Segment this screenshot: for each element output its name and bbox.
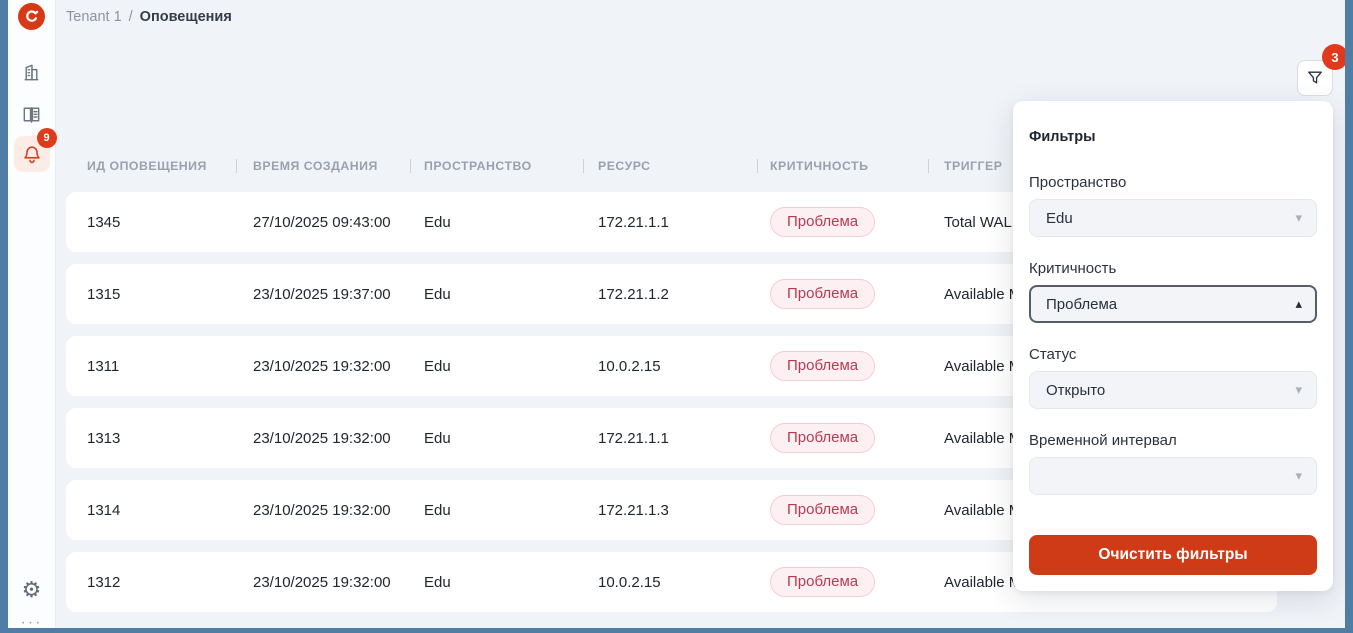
alert-resource: 172.21.1.2 [598,285,669,303]
book-icon [23,106,40,123]
chevron-down-icon: ▾ [1295,468,1302,483]
filter-label-time-interval: Временной интервал [1029,432,1177,449]
chevron-down-icon: ▾ [1295,210,1302,225]
page-title: Оповещения [139,9,232,25]
alert-trigger: Available M [944,573,1022,591]
alert-created: 27/10/2025 09:43:00 [253,213,391,231]
sidebar-item-docs[interactable] [14,96,50,132]
sidebar-item-alerts[interactable]: 9 [13,128,57,172]
column-header-resource: Ресурс [583,159,757,173]
alert-resource: 172.21.1.1 [598,429,669,447]
alert-created: 23/10/2025 19:37:00 [253,285,391,303]
alert-space: Edu [424,357,451,375]
alert-created: 23/10/2025 19:32:00 [253,429,391,447]
sidebar: 9 ⚙ ··· [8,0,57,629]
alert-resource: 172.21.1.1 [598,213,669,231]
severity-badge: Проблема [770,495,876,525]
alert-space: Edu [424,285,451,303]
severity-select-value: Проблема [1046,295,1118,313]
severity-badge: Проблема [770,423,876,453]
clear-filters-button[interactable]: Очистить фильтры [1029,535,1317,575]
filter-label-status: Статус [1029,346,1077,363]
severity-badge: Проблема [770,351,876,381]
alert-trigger: Total WAL [944,213,1012,231]
alerts-count-badge: 9 [36,128,57,148]
chevron-down-icon: ▾ [1295,382,1302,397]
space-select-value: Edu [1046,209,1073,227]
breadcrumb-tenant[interactable]: Tenant 1 [66,9,122,25]
filters-panel-title: Фильтры [1029,129,1096,145]
severity-badge: Проблема [770,207,876,237]
building-icon [24,64,39,80]
alert-trigger: Available M [944,357,1022,375]
alert-space: Edu [424,501,451,519]
gear-icon: ⚙ [21,577,42,602]
filters-panel: Фильтры Пространство Edu ▾ Критичность П… [1013,101,1333,591]
alert-resource: 10.0.2.15 [598,573,661,591]
column-header-space: Пространство [410,159,583,173]
filter-label-severity: Критичность [1029,260,1117,277]
alert-id: 1315 [87,285,121,303]
chevron-up-icon: ▴ [1295,296,1302,311]
alert-created: 23/10/2025 19:32:00 [253,357,391,375]
severity-select[interactable]: Проблема ▴ [1029,285,1317,323]
breadcrumb: Tenant 1 / Оповещения [66,9,232,25]
breadcrumb-separator: / [128,9,133,25]
filter-label-space: Пространство [1029,174,1127,191]
bell-icon [23,146,40,164]
time-interval-select[interactable]: ▾ [1029,457,1317,495]
alert-id: 1311 [87,357,120,375]
logo-glyph-icon [26,10,39,22]
alert-space: Edu [424,213,451,231]
space-select[interactable]: Edu ▾ [1029,199,1317,237]
alert-trigger: Available M [944,501,1022,519]
alert-space: Edu [424,573,451,591]
severity-badge: Проблема [770,279,876,309]
column-header-trigger: Триггер [928,159,1277,173]
alert-created: 23/10/2025 19:32:00 [253,501,391,519]
column-header-created: Время создания [236,159,410,173]
funnel-icon [1308,71,1322,84]
alert-id: 1345 [87,213,121,231]
alert-resource: 10.0.2.15 [598,357,661,375]
alert-id: 1312 [87,573,121,591]
sidebar-item-organization[interactable] [14,54,50,90]
alert-created: 23/10/2025 19:32:00 [253,573,391,591]
alert-trigger: Available M [944,429,1022,447]
overflow-menu-icon[interactable]: ··· [20,614,43,629]
column-header-alert-id: ИД оповещения [87,159,207,173]
alert-id: 1314 [87,501,121,519]
table-header: ИД оповещения Время создания Пространств… [66,155,1277,177]
column-header-severity: Критичность [757,159,928,173]
alert-trigger: Available M [944,285,1022,303]
app-logo-icon[interactable] [18,3,45,30]
active-filters-badge: 3 [1322,44,1345,70]
alert-space: Edu [424,429,451,447]
alert-resource: 172.21.1.3 [598,501,669,519]
status-select-value: Открыто [1046,381,1106,399]
sidebar-item-settings[interactable]: ⚙ [14,572,50,608]
alert-id: 1313 [87,429,121,447]
app-window: 9 ⚙ ··· Tenant 1 / Оповещения 3 ИД опове… [8,0,1345,628]
status-select[interactable]: Открыто ▾ [1029,371,1317,409]
severity-badge: Проблема [770,567,876,597]
